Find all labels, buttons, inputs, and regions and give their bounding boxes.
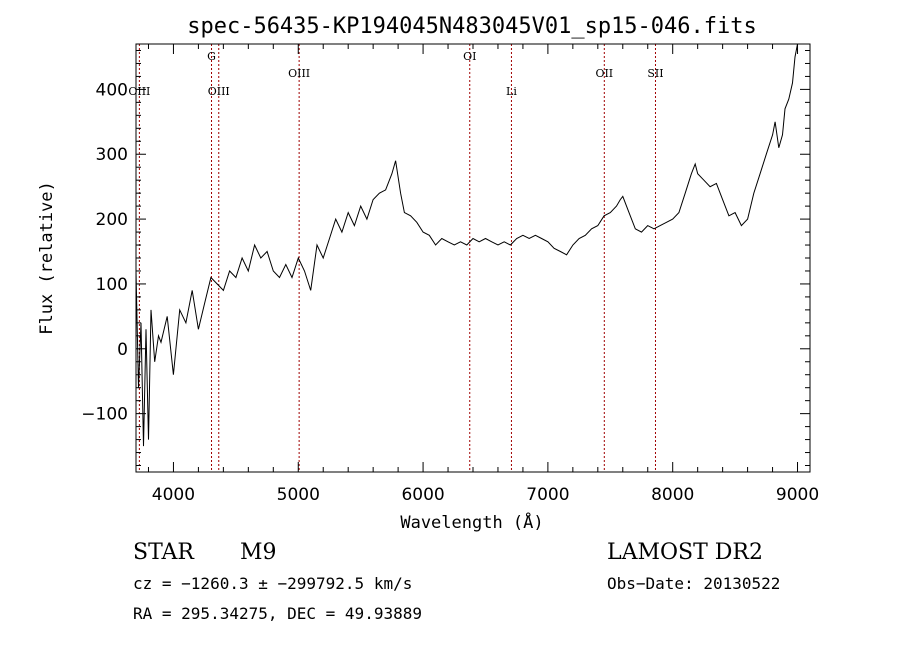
x-tick-label: 6000	[401, 485, 444, 505]
emission-line-label: OI	[463, 50, 476, 63]
x-tick-label: 8000	[651, 485, 694, 505]
emission-line-label: OIII	[128, 85, 150, 98]
object-class: STAR	[133, 540, 195, 565]
emission-line-label: OIII	[208, 85, 230, 98]
emission-line-label: SII	[647, 67, 663, 80]
chart-title: spec-56435-KP194045N483045V01_sp15-046.f…	[187, 14, 757, 39]
object-subclass: M9	[240, 540, 277, 565]
spectrum-line	[135, 43, 798, 447]
coordinates-text: RA = 295.34275, DEC = 49.93889	[133, 604, 422, 623]
x-tick-label: 4000	[152, 485, 195, 505]
y-tick-labels: −100 0 100 200 300 400	[81, 80, 128, 424]
x-tick-labels: 4000 5000 6000 7000 8000 9000	[152, 485, 819, 505]
survey-name: LAMOST DR2	[607, 540, 763, 565]
axis-ticks	[136, 44, 810, 472]
plot-frame	[135, 43, 811, 473]
y-tick-label: 0	[117, 340, 128, 360]
emission-line-markers	[138, 44, 656, 472]
x-tick-label: 9000	[776, 485, 819, 505]
y-tick-label: 100	[96, 275, 128, 295]
y-tick-label: 400	[96, 80, 128, 100]
y-axis-label: Flux (relative)	[37, 181, 57, 335]
emission-line-label: OIII	[288, 67, 310, 80]
x-tick-label: 5000	[277, 485, 320, 505]
emission-line-labels: OIII G OIII OIII OI Li OII SII	[128, 50, 663, 98]
redshift-text: cz = −1260.3 ± −299792.5 km/s	[133, 574, 412, 593]
x-tick-label: 7000	[526, 485, 569, 505]
emission-line-label: OII	[595, 67, 613, 80]
y-tick-label: 300	[96, 145, 128, 165]
x-axis-label: Wavelength (Å)	[400, 511, 543, 533]
y-tick-label: 200	[96, 210, 128, 230]
emission-line-label: Li	[506, 85, 517, 98]
y-tick-label: −100	[81, 405, 128, 425]
emission-line-label: G	[207, 50, 216, 63]
observation-date: Obs−Date: 20130522	[607, 574, 780, 593]
